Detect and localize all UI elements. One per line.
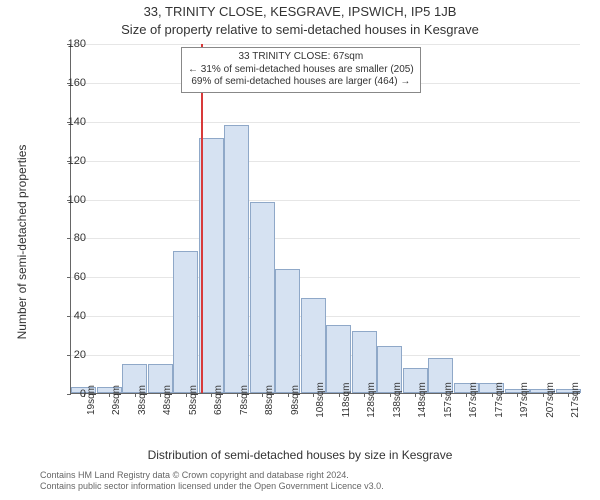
credits-line2: Contains public sector information licen… bbox=[40, 481, 384, 492]
grid-line bbox=[71, 44, 580, 45]
y-axis-label: Number of semi-detached properties bbox=[15, 92, 29, 392]
xtick-mark bbox=[237, 393, 238, 397]
grid-line bbox=[71, 238, 580, 239]
xtick-label: 29sqm bbox=[111, 385, 122, 415]
annotation-box: 33 TRINITY CLOSE: 67sqm← 31% of semi-det… bbox=[181, 47, 421, 93]
histogram-bar bbox=[250, 202, 275, 393]
xtick-label: 88sqm bbox=[264, 385, 275, 415]
ytick-label: 40 bbox=[56, 310, 86, 322]
histogram-bar bbox=[173, 251, 198, 393]
ytick-label: 160 bbox=[56, 77, 86, 89]
xtick-label: 217sqm bbox=[570, 382, 581, 418]
grid-line bbox=[71, 122, 580, 123]
x-axis-label: Distribution of semi-detached houses by … bbox=[0, 448, 600, 462]
ytick-label: 20 bbox=[56, 349, 86, 361]
xtick-label: 197sqm bbox=[519, 382, 530, 418]
ytick-label: 0 bbox=[56, 388, 86, 400]
marker-line bbox=[201, 44, 203, 393]
histogram-bar bbox=[275, 269, 300, 393]
ytick-label: 140 bbox=[56, 116, 86, 128]
ytick-label: 180 bbox=[56, 38, 86, 50]
page-subtitle: Size of property relative to semi-detach… bbox=[0, 22, 600, 37]
credits: Contains HM Land Registry data © Crown c… bbox=[40, 470, 384, 493]
grid-line bbox=[71, 200, 580, 201]
ytick-label: 100 bbox=[56, 194, 86, 206]
credits-line1: Contains HM Land Registry data © Crown c… bbox=[40, 470, 384, 481]
ytick-label: 60 bbox=[56, 271, 86, 283]
xtick-mark bbox=[543, 393, 544, 397]
xtick-mark bbox=[135, 393, 136, 397]
ytick-label: 120 bbox=[56, 155, 86, 167]
annotation-line: ← 31% of semi-detached houses are smalle… bbox=[188, 64, 414, 77]
ytick-label: 80 bbox=[56, 232, 86, 244]
histogram-plot: 33 TRINITY CLOSE: 67sqm← 31% of semi-det… bbox=[70, 44, 580, 394]
xtick-label: 68sqm bbox=[213, 385, 224, 415]
grid-line bbox=[71, 161, 580, 162]
xtick-label: 157sqm bbox=[443, 382, 454, 418]
xtick-label: 177sqm bbox=[494, 382, 505, 418]
xtick-mark bbox=[186, 393, 187, 397]
xtick-label: 48sqm bbox=[162, 385, 173, 415]
xtick-label: 58sqm bbox=[188, 385, 199, 415]
xtick-label: 207sqm bbox=[545, 382, 556, 418]
histogram-bar bbox=[224, 125, 249, 393]
xtick-label: 118sqm bbox=[341, 383, 352, 418]
xtick-mark bbox=[492, 393, 493, 397]
xtick-label: 78sqm bbox=[239, 385, 250, 415]
xtick-mark bbox=[339, 393, 340, 397]
xtick-label: 38sqm bbox=[137, 385, 148, 415]
xtick-label: 128sqm bbox=[366, 382, 377, 418]
chart-page: 33, TRINITY CLOSE, KESGRAVE, IPSWICH, IP… bbox=[0, 0, 600, 500]
xtick-label: 108sqm bbox=[315, 382, 326, 418]
xtick-label: 98sqm bbox=[290, 385, 301, 415]
xtick-label: 167sqm bbox=[468, 382, 479, 418]
xtick-label: 148sqm bbox=[417, 382, 428, 418]
xtick-label: 19sqm bbox=[86, 385, 97, 415]
histogram-bar bbox=[301, 298, 326, 393]
xtick-mark bbox=[288, 393, 289, 397]
xtick-label: 138sqm bbox=[392, 382, 403, 418]
xtick-mark bbox=[390, 393, 391, 397]
annotation-line: 33 TRINITY CLOSE: 67sqm bbox=[188, 51, 414, 64]
annotation-line: 69% of semi-detached houses are larger (… bbox=[188, 76, 414, 89]
page-title-address: 33, TRINITY CLOSE, KESGRAVE, IPSWICH, IP… bbox=[0, 4, 600, 19]
grid-line bbox=[71, 277, 580, 278]
xtick-mark bbox=[441, 393, 442, 397]
